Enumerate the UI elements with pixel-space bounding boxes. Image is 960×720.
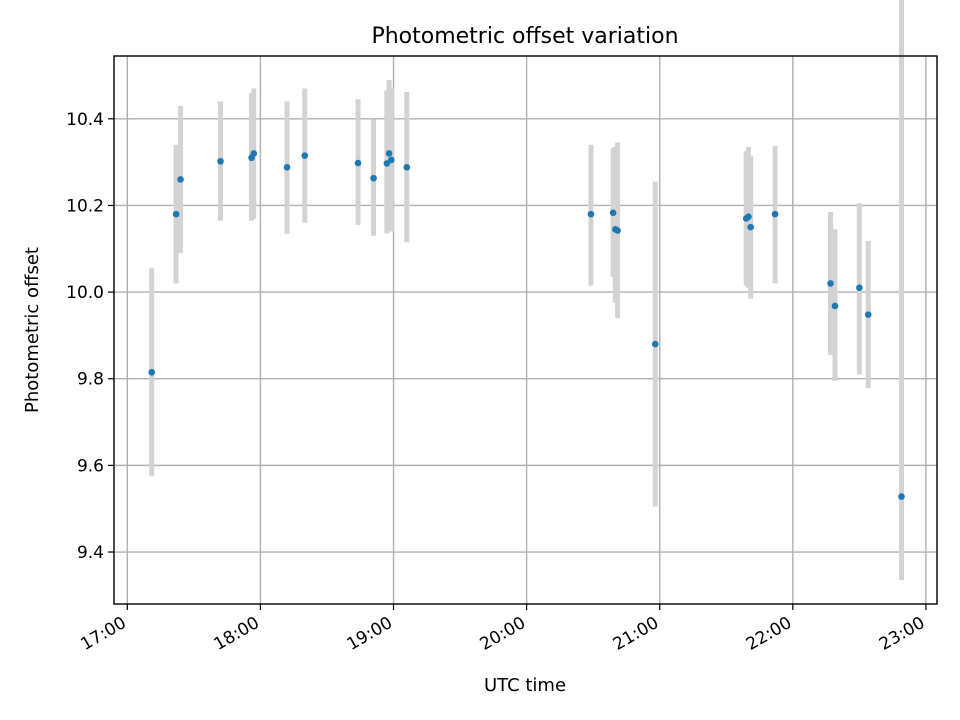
data-point: [856, 284, 863, 292]
y-tick-label: 10.2: [66, 196, 104, 216]
y-axis-label: Photometric offset: [22, 247, 43, 413]
data-point: [172, 210, 180, 218]
data-point: [354, 159, 362, 167]
x-axis-label: UTC time: [484, 675, 566, 696]
data-point: [250, 150, 258, 157]
data-point: [771, 210, 779, 218]
data-point: [148, 368, 156, 376]
x-tick-label: 20:00: [477, 613, 529, 655]
x-tick-label: 21:00: [610, 613, 662, 655]
data-point: [177, 176, 184, 183]
y-tick-label: 10.0: [66, 283, 104, 303]
data-point: [301, 152, 309, 159]
data-point: [403, 164, 411, 171]
data-point: [383, 160, 391, 167]
grid: [114, 56, 937, 604]
y-tick-label: 10.4: [66, 110, 104, 130]
chart-title: Photometric offset variation: [371, 24, 678, 49]
data-point: [370, 174, 377, 182]
data-points: [148, 150, 905, 500]
x-tick-label: 23:00: [876, 613, 928, 655]
data-point: [609, 209, 617, 217]
data-point: [898, 493, 905, 500]
data-point: [831, 302, 839, 310]
x-tick-label: 19:00: [344, 613, 396, 655]
data-point: [651, 340, 659, 348]
y-tick-label: 9.4: [77, 543, 104, 563]
data-point: [283, 164, 291, 171]
data-point: [864, 311, 872, 318]
x-tick-label: 18:00: [210, 613, 262, 655]
data-point: [387, 156, 395, 164]
y-axis-ticks: 9.4 9.6 9.8 10.0 10.2 10.4: [66, 110, 114, 563]
data-point: [747, 223, 754, 231]
x-tick-label: 17:00: [77, 613, 129, 655]
data-point: [385, 150, 393, 157]
data-point: [587, 210, 595, 218]
y-tick-label: 9.8: [77, 370, 104, 390]
x-axis-ticks: 17:00 18:00 19:00 20:00 21:00 22:00 23:00: [77, 604, 928, 655]
data-point: [827, 280, 834, 287]
y-tick-label: 9.6: [77, 456, 104, 476]
data-point: [614, 227, 621, 234]
data-point: [745, 213, 752, 221]
data-point: [217, 157, 224, 165]
plot-frame: [113, 55, 938, 605]
x-tick-label: 22:00: [743, 613, 795, 655]
